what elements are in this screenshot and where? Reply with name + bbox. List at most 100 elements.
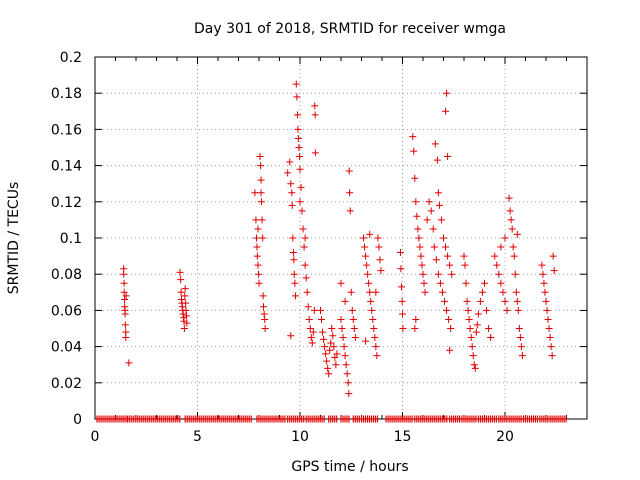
data-point [296, 153, 304, 161]
data-point [337, 279, 345, 287]
data-point [412, 315, 420, 323]
data-point [540, 279, 548, 287]
data-point [501, 297, 509, 305]
data-point [446, 261, 454, 269]
data-point [329, 332, 337, 340]
data-point [506, 207, 514, 215]
data-point [255, 279, 263, 287]
baseline-marks [449, 415, 461, 423]
data-point [411, 325, 419, 332]
data-point [515, 325, 523, 332]
data-point [284, 169, 292, 177]
data-point [311, 149, 319, 157]
data-point [294, 134, 302, 142]
data-point [447, 325, 455, 332]
data-point [306, 325, 314, 332]
data-point [333, 350, 341, 358]
data-point [120, 279, 128, 287]
data-point [296, 198, 304, 206]
data-point [125, 359, 133, 367]
data-point [373, 352, 381, 360]
data-point [510, 252, 518, 260]
data-point [121, 321, 129, 329]
data-point [345, 167, 353, 175]
data-point [317, 306, 324, 314]
data-point [419, 270, 427, 278]
data-point [369, 315, 377, 323]
data-point [183, 319, 191, 327]
data-point [375, 243, 383, 251]
data-point [362, 252, 370, 260]
data-point [413, 212, 421, 220]
data-point [429, 225, 437, 233]
data-point [309, 328, 317, 336]
data-point [431, 140, 439, 148]
data-point [516, 334, 524, 342]
data-point [483, 306, 491, 314]
data-point [487, 334, 495, 342]
data-points [120, 80, 558, 398]
data-point [437, 216, 445, 224]
data-point [507, 216, 515, 224]
data-point [417, 252, 425, 260]
data-point [296, 165, 304, 173]
data-point [470, 361, 478, 369]
baseline-marks [328, 415, 338, 423]
data-point [180, 317, 188, 325]
data-point [310, 306, 318, 314]
baseline-segment [414, 415, 448, 423]
data-point [259, 234, 267, 242]
data-point [370, 325, 378, 332]
data-point [176, 268, 184, 276]
baseline-segment [477, 415, 497, 423]
data-point [290, 256, 298, 264]
data-point [182, 299, 190, 307]
baseline-marks [461, 415, 477, 423]
data-point [412, 198, 420, 206]
data-point [468, 343, 476, 351]
data-point [472, 328, 480, 336]
chart-title: Day 301 of 2018, SRMTID for receiver wmg… [194, 21, 506, 37]
baseline-marks [549, 415, 567, 423]
data-point [444, 153, 452, 161]
data-point [346, 207, 354, 215]
data-point [409, 133, 417, 141]
y-tick-label: 0 [73, 412, 82, 428]
data-point [288, 189, 296, 197]
data-point [377, 267, 385, 275]
data-point [339, 334, 347, 342]
data-point [443, 306, 451, 314]
baseline-marks [256, 415, 286, 423]
data-point [257, 198, 265, 206]
baseline-segment [96, 415, 128, 423]
baseline-marks [287, 415, 305, 423]
data-point [326, 346, 334, 354]
data-point [473, 321, 481, 329]
baseline-segment [385, 415, 413, 423]
data-point [547, 343, 555, 351]
data-point [320, 335, 328, 343]
data-point [481, 279, 488, 287]
data-point [287, 332, 295, 340]
x-tick-label: 10 [291, 429, 309, 445]
y-tick-label: 0.12 [51, 195, 82, 211]
data-point [399, 325, 407, 332]
data-point [121, 296, 129, 304]
data-point [325, 370, 333, 378]
data-point [343, 370, 351, 378]
data-point [182, 312, 190, 320]
baseline-marks [96, 415, 128, 423]
data-point [414, 225, 422, 233]
data-point [512, 288, 520, 296]
data-point [361, 243, 369, 251]
data-point [436, 279, 444, 287]
data-point [485, 325, 493, 332]
data-point [177, 288, 185, 296]
baseline-marks [539, 415, 549, 423]
data-point [288, 201, 296, 209]
y-tick-label: 0.02 [51, 376, 82, 392]
data-point [411, 174, 419, 182]
data-point [469, 352, 477, 360]
data-point [374, 234, 382, 242]
baseline-marks [305, 415, 325, 423]
